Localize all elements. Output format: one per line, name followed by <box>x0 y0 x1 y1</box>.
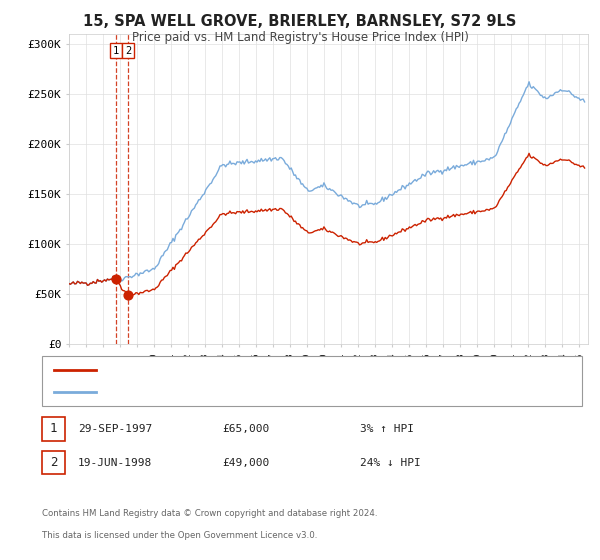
Text: £65,000: £65,000 <box>222 424 269 434</box>
Text: This data is licensed under the Open Government Licence v3.0.: This data is licensed under the Open Gov… <box>42 531 317 540</box>
Text: 2: 2 <box>125 46 131 55</box>
Text: 19-JUN-1998: 19-JUN-1998 <box>78 458 152 468</box>
Text: 3% ↑ HPI: 3% ↑ HPI <box>360 424 414 434</box>
Text: HPI: Average price, detached house, Barnsley: HPI: Average price, detached house, Barn… <box>105 387 369 397</box>
Text: 2: 2 <box>50 456 57 469</box>
Text: 15, SPA WELL GROVE, BRIERLEY, BARNSLEY, S72 9LS (detached house): 15, SPA WELL GROVE, BRIERLEY, BARNSLEY, … <box>105 365 489 375</box>
Point <box>111 275 121 284</box>
Text: £49,000: £49,000 <box>222 458 269 468</box>
Text: 1: 1 <box>113 46 119 55</box>
Text: 29-SEP-1997: 29-SEP-1997 <box>78 424 152 434</box>
Text: 15, SPA WELL GROVE, BRIERLEY, BARNSLEY, S72 9LS: 15, SPA WELL GROVE, BRIERLEY, BARNSLEY, … <box>83 14 517 29</box>
Text: Contains HM Land Registry data © Crown copyright and database right 2024.: Contains HM Land Registry data © Crown c… <box>42 509 377 518</box>
Text: Price paid vs. HM Land Registry's House Price Index (HPI): Price paid vs. HM Land Registry's House … <box>131 31 469 44</box>
Text: 1: 1 <box>50 422 57 436</box>
Text: 24% ↓ HPI: 24% ↓ HPI <box>360 458 421 468</box>
Point <box>123 291 133 300</box>
